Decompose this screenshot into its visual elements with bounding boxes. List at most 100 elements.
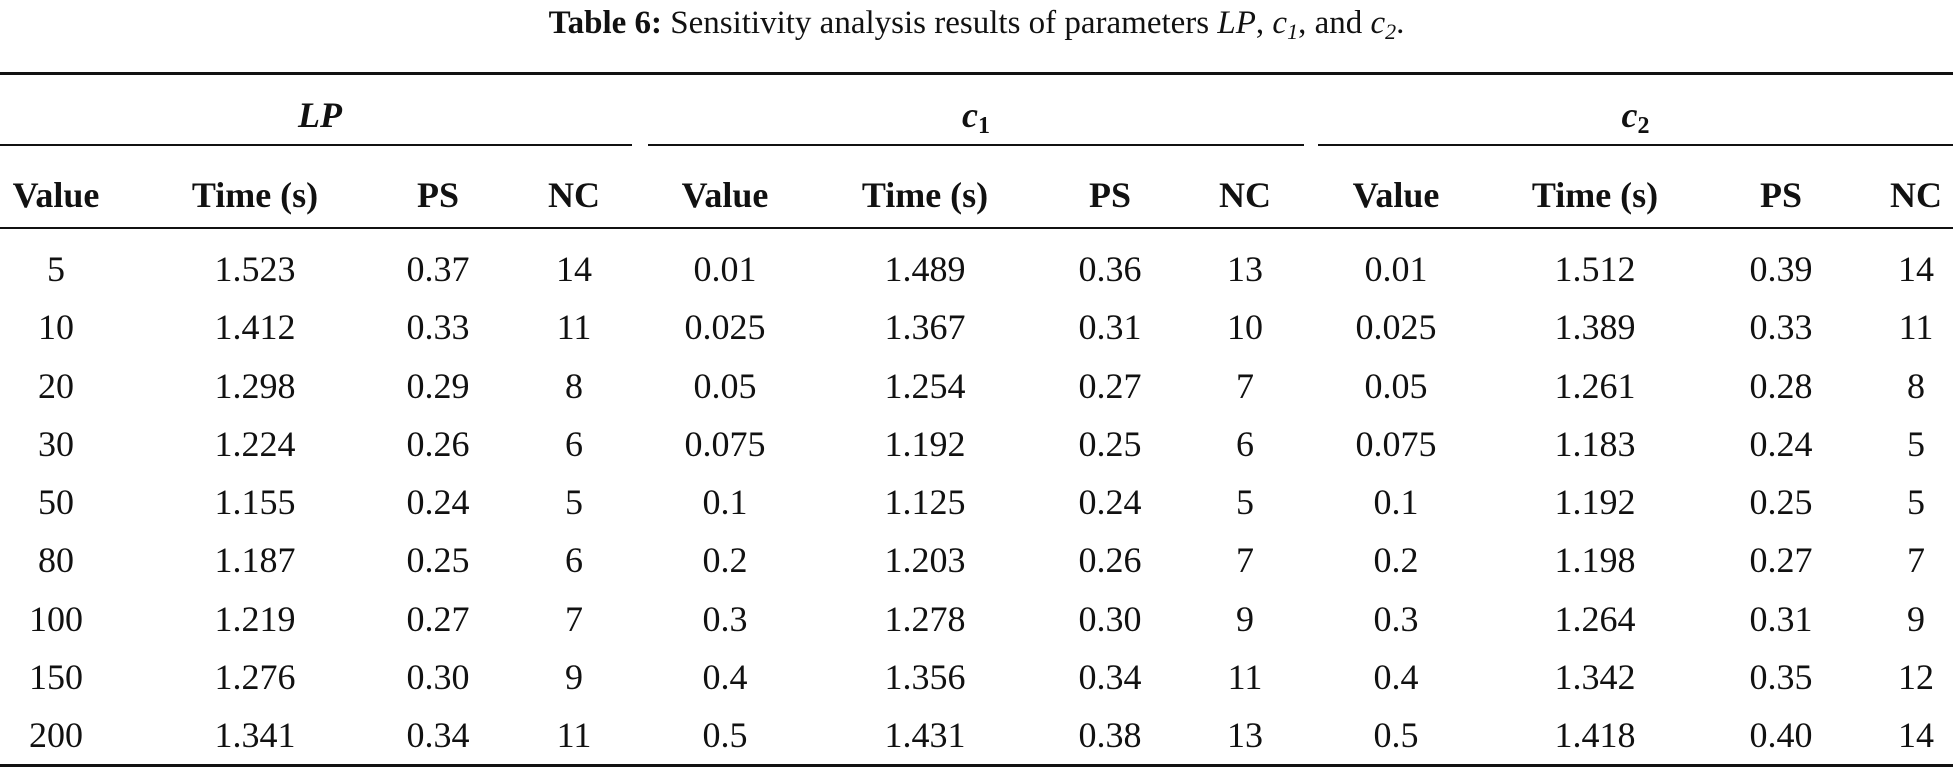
group-rule-c1 xyxy=(648,144,1304,146)
table-cell: 1.278 xyxy=(884,598,966,639)
table-cell: 12 xyxy=(1898,656,1934,697)
table-cell: 1.342 xyxy=(1554,656,1636,697)
table-cell: 1.183 xyxy=(1554,423,1636,464)
table-cell: 0.075 xyxy=(1355,423,1437,464)
table-cell: 0.5 xyxy=(1373,715,1419,755)
table-cell: 0.37 xyxy=(406,249,470,289)
table-cell: 1.341 xyxy=(214,715,296,755)
table-cell: 0.27 xyxy=(1078,365,1142,406)
table-cell: 1.219 xyxy=(214,598,296,639)
table-row: 200 1.341 0.34 11 0.5 1.431 0.38 13 0.5 1.418 0.40… xyxy=(0,706,1953,764)
table-row: 50 1.155 0.24 5 0.1 1.125 0.24 5 0.1 1.192 0.25 5 xyxy=(0,473,1953,531)
column-header: PS xyxy=(416,175,460,215)
table-cell: 0.27 xyxy=(406,598,470,639)
caption-sep1: , xyxy=(1255,5,1265,41)
table-cell: 13 xyxy=(1227,715,1263,755)
table-cell: 11 xyxy=(556,307,592,348)
group-header-c2: c2 xyxy=(1621,95,1650,139)
table-row: 10 1.412 0.33 11 0.025 1.367 0.31 10 0.025 1.389 0… xyxy=(0,298,1953,356)
caption-sep2: , and xyxy=(1298,5,1363,41)
column-header: Time (s) xyxy=(191,175,319,215)
column-header: Time (s) xyxy=(861,175,989,215)
table-cell: 5 xyxy=(47,249,65,289)
caption-label: Table 6: xyxy=(548,5,662,41)
table-cell: 1.418 xyxy=(1554,715,1636,755)
table-cell: 1.367 xyxy=(884,307,966,348)
table-cell: 5 xyxy=(565,482,583,522)
group-header-c1: c1 xyxy=(962,95,990,139)
table-cell: 1.356 xyxy=(884,656,966,697)
table-cell: 5 xyxy=(1907,482,1925,522)
table-cell: 1.298 xyxy=(214,365,296,406)
table-cell: 8 xyxy=(565,365,583,406)
table-cell: 0.24 xyxy=(406,482,470,522)
table-cell: 1.264 xyxy=(1554,598,1636,639)
table-cell: 0.05 xyxy=(693,365,757,406)
table-cell: 7 xyxy=(565,598,583,639)
column-header: Value xyxy=(681,175,769,215)
table-cell: 9 xyxy=(1907,598,1925,639)
group-header-lp: LP xyxy=(298,95,342,135)
bottom-rule xyxy=(0,764,1953,767)
table-caption: Table 6: Sensitivity analysis results of… xyxy=(0,0,1953,46)
table-cell: 0.24 xyxy=(1749,423,1813,464)
column-header: Time (s) xyxy=(1531,175,1659,215)
table-cell: 0.2 xyxy=(1373,540,1419,581)
table-cell: 5 xyxy=(1907,423,1925,464)
table-cell: 7 xyxy=(1907,540,1925,581)
table-cell: 0.01 xyxy=(1364,249,1428,289)
table-cell: 0.3 xyxy=(702,598,748,639)
table-cell: 0.25 xyxy=(1749,482,1813,522)
table-cell: 0.26 xyxy=(1078,540,1142,581)
caption-end: . xyxy=(1396,5,1405,41)
table-cell: 1.412 xyxy=(214,307,296,348)
table-cell: 0.39 xyxy=(1749,249,1813,289)
table-cell: 0.5 xyxy=(702,715,748,755)
caption-param-c2: c2 xyxy=(1370,5,1397,44)
table-cell: 7 xyxy=(1236,365,1254,406)
table-cell: 1.254 xyxy=(884,365,966,406)
table-cell: 0.025 xyxy=(684,307,766,348)
table-cell: 1.389 xyxy=(1554,307,1636,348)
column-header: NC xyxy=(1219,175,1271,215)
table-cell: 9 xyxy=(1236,598,1254,639)
table-cell: 8 xyxy=(1907,365,1925,406)
table-cell: 1.224 xyxy=(214,423,296,464)
table-cell: 7 xyxy=(1236,540,1254,581)
table-cell: 0.40 xyxy=(1749,715,1813,755)
table-row: 150 1.276 0.30 9 0.4 1.356 0.34 11 0.4 1.342 0.35 1… xyxy=(0,648,1953,706)
table-cell: 0.35 xyxy=(1749,656,1813,697)
table-cell: 150 xyxy=(29,656,83,697)
table-cell: 0.24 xyxy=(1078,482,1142,522)
table-cell: 1.192 xyxy=(884,423,966,464)
table-cell: 0.4 xyxy=(702,656,748,697)
table-cell: 9 xyxy=(565,656,583,697)
table-cell: 0.01 xyxy=(693,249,757,289)
table-cell: 80 xyxy=(38,540,74,581)
table-cell: 11 xyxy=(1898,307,1934,348)
table-cell: 0.2 xyxy=(702,540,748,581)
column-header: Value xyxy=(1352,175,1440,215)
table-cell: 1.276 xyxy=(214,656,296,697)
table-cell: 0.25 xyxy=(406,540,470,581)
table-cell: 10 xyxy=(38,307,74,348)
table-cell: 100 xyxy=(29,598,83,639)
group-rule-c2 xyxy=(1318,144,1953,146)
table-row: 5 1.523 0.37 14 0.01 1.489 0.36 13 0.01 1.512 0.39… xyxy=(0,240,1953,298)
header-rule xyxy=(0,227,1953,229)
caption-param-c1: c1 xyxy=(1272,5,1299,44)
table-cell: 1.198 xyxy=(1554,540,1636,581)
table-cell: 0.31 xyxy=(1078,307,1142,348)
table-cell: 20 xyxy=(38,365,74,406)
table-cell: 0.28 xyxy=(1749,365,1813,406)
table-cell: 14 xyxy=(1898,249,1934,289)
table-cell: 0.29 xyxy=(406,365,470,406)
table-cell: 1.523 xyxy=(214,249,296,289)
table-cell: 0.30 xyxy=(1078,598,1142,639)
table-cell: 5 xyxy=(1236,482,1254,522)
table-cell: 1.431 xyxy=(884,715,966,755)
table-cell: 1.489 xyxy=(884,249,966,289)
table-cell: 200 xyxy=(29,715,83,755)
table-cell: 1.203 xyxy=(884,540,966,581)
table-cell: 0.075 xyxy=(684,423,766,464)
